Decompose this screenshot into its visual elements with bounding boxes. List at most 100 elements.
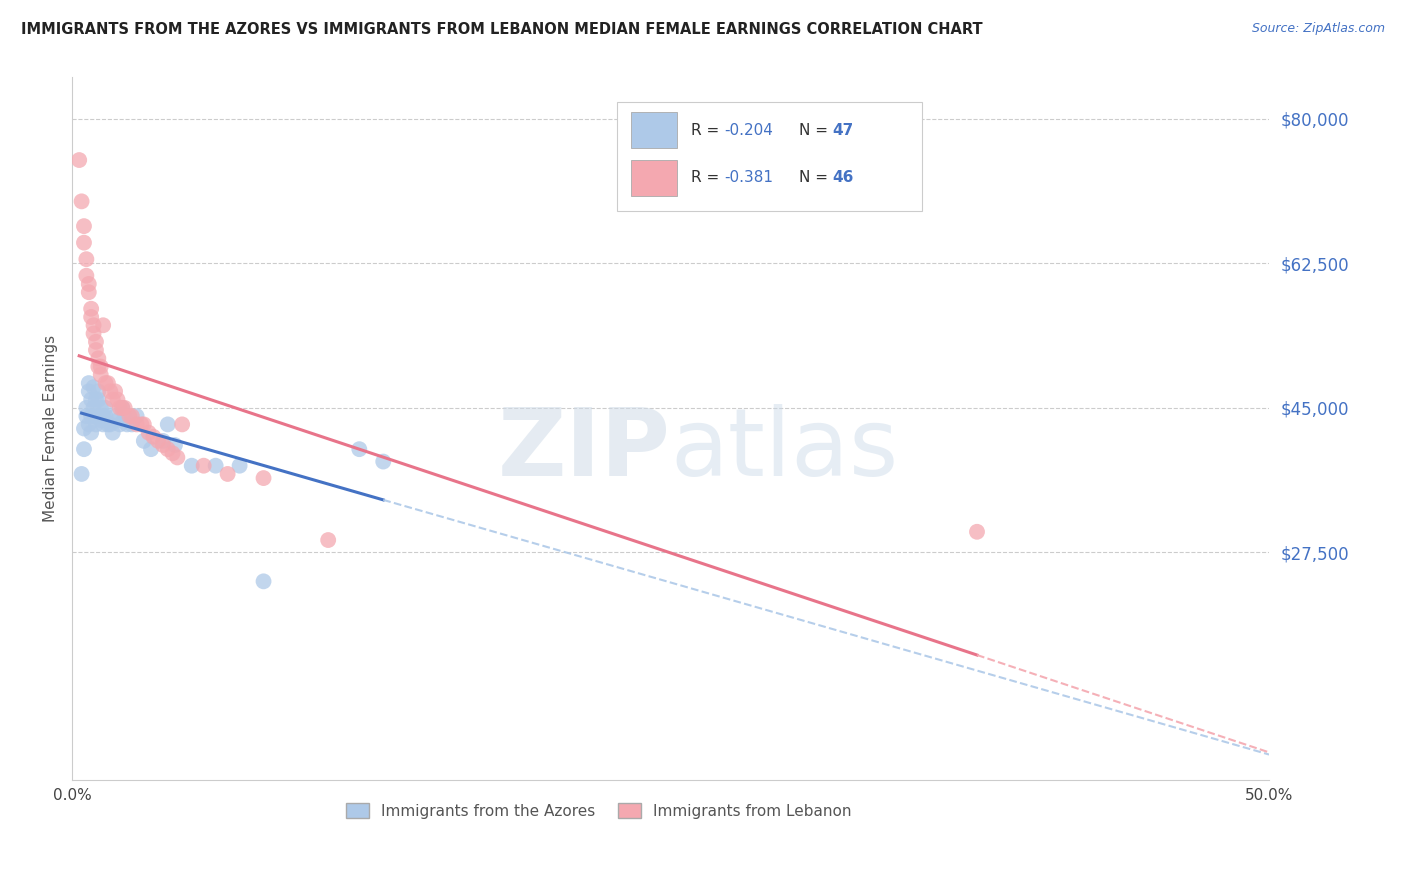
Point bbox=[80, 392, 103, 407]
Text: Source: ZipAtlas.com: Source: ZipAtlas.com bbox=[1251, 22, 1385, 36]
Point bbox=[83, 326, 105, 341]
Point bbox=[118, 409, 141, 424]
Text: -0.204: -0.204 bbox=[724, 122, 773, 137]
Point bbox=[84, 409, 107, 424]
Point bbox=[70, 194, 93, 209]
Point bbox=[73, 421, 96, 435]
Point bbox=[131, 417, 153, 432]
Point bbox=[111, 401, 134, 415]
Point bbox=[132, 434, 155, 448]
Point bbox=[193, 458, 215, 473]
Point bbox=[91, 318, 114, 333]
Text: 47: 47 bbox=[832, 122, 853, 137]
Point bbox=[73, 442, 96, 457]
Point bbox=[132, 417, 155, 432]
Point bbox=[966, 524, 988, 539]
Point bbox=[84, 343, 107, 357]
Point bbox=[156, 442, 179, 457]
Text: R =: R = bbox=[690, 122, 724, 137]
Point bbox=[163, 438, 186, 452]
Y-axis label: Median Female Earnings: Median Female Earnings bbox=[44, 335, 58, 522]
Point bbox=[67, 153, 90, 167]
Point bbox=[114, 409, 136, 424]
Text: N =: N = bbox=[799, 170, 832, 186]
Point bbox=[80, 425, 103, 440]
Text: 46: 46 bbox=[832, 170, 853, 186]
Point bbox=[97, 417, 120, 432]
Point bbox=[121, 409, 143, 424]
Point bbox=[83, 318, 105, 333]
Point bbox=[90, 401, 112, 415]
Point bbox=[98, 384, 121, 399]
Point bbox=[252, 574, 274, 589]
Point bbox=[107, 392, 129, 407]
Point bbox=[115, 417, 138, 432]
Point bbox=[180, 458, 202, 473]
Point bbox=[84, 392, 107, 407]
Point bbox=[142, 430, 165, 444]
Point bbox=[101, 392, 124, 407]
Point bbox=[138, 425, 160, 440]
Text: ZIP: ZIP bbox=[498, 403, 671, 496]
Point bbox=[87, 351, 110, 366]
Point bbox=[156, 417, 179, 432]
Point bbox=[77, 285, 100, 300]
Point bbox=[73, 235, 96, 250]
Point bbox=[114, 401, 136, 415]
Point bbox=[84, 417, 107, 432]
Point bbox=[349, 442, 371, 457]
Point bbox=[94, 409, 117, 424]
Point bbox=[77, 384, 100, 399]
Point bbox=[139, 442, 162, 457]
Point bbox=[73, 219, 96, 234]
Text: R =: R = bbox=[690, 170, 724, 186]
Point bbox=[87, 392, 110, 407]
Point bbox=[121, 417, 143, 432]
Point bbox=[125, 417, 148, 432]
FancyBboxPatch shape bbox=[631, 112, 676, 148]
Point bbox=[84, 334, 107, 349]
Point bbox=[316, 533, 339, 547]
Point bbox=[104, 384, 127, 399]
Point bbox=[80, 409, 103, 424]
Point bbox=[104, 409, 127, 424]
Point bbox=[90, 413, 112, 427]
Point bbox=[83, 401, 105, 415]
Point bbox=[111, 401, 134, 415]
Point bbox=[162, 446, 184, 460]
Point bbox=[75, 268, 97, 283]
Point bbox=[373, 454, 395, 468]
Text: N =: N = bbox=[799, 122, 832, 137]
Point bbox=[87, 384, 110, 399]
Point bbox=[75, 401, 97, 415]
Point bbox=[91, 417, 114, 432]
Point bbox=[148, 434, 170, 448]
Point bbox=[94, 401, 117, 415]
Point bbox=[252, 471, 274, 485]
Point bbox=[204, 458, 226, 473]
Text: IMMIGRANTS FROM THE AZORES VS IMMIGRANTS FROM LEBANON MEDIAN FEMALE EARNINGS COR: IMMIGRANTS FROM THE AZORES VS IMMIGRANTS… bbox=[21, 22, 983, 37]
Point bbox=[166, 450, 188, 465]
Point bbox=[107, 413, 129, 427]
Point bbox=[75, 409, 97, 424]
FancyBboxPatch shape bbox=[631, 160, 676, 196]
Point bbox=[77, 417, 100, 432]
Point bbox=[152, 438, 174, 452]
Point bbox=[125, 409, 148, 424]
Point bbox=[90, 359, 112, 374]
Point bbox=[91, 409, 114, 424]
Point bbox=[77, 277, 100, 291]
Point bbox=[217, 467, 239, 481]
FancyBboxPatch shape bbox=[617, 102, 922, 211]
Point bbox=[87, 409, 110, 424]
Point bbox=[77, 376, 100, 390]
Point bbox=[172, 417, 194, 432]
Point bbox=[80, 310, 103, 324]
Text: -0.381: -0.381 bbox=[724, 170, 773, 186]
Text: atlas: atlas bbox=[671, 403, 898, 496]
Legend: Immigrants from the Azores, Immigrants from Lebanon: Immigrants from the Azores, Immigrants f… bbox=[340, 797, 858, 824]
Point bbox=[87, 359, 110, 374]
Point bbox=[152, 434, 174, 448]
Point bbox=[98, 417, 121, 432]
Point bbox=[97, 376, 120, 390]
